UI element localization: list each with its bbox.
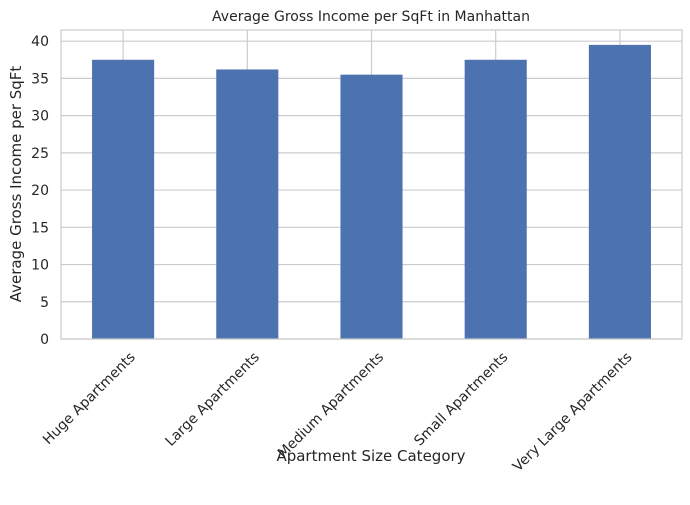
plot-frame bbox=[60, 29, 683, 340]
y-tick-label: 40 bbox=[31, 34, 49, 50]
x-tick-label: Small Apartments bbox=[411, 349, 511, 449]
bar-small-apartments bbox=[464, 59, 527, 339]
chart-title: Average Gross Income per SqFt in Manhatt… bbox=[212, 9, 530, 25]
y-tick-label: 5 bbox=[40, 295, 49, 311]
y-tick-label: 0 bbox=[40, 332, 49, 348]
y-tick-label: 30 bbox=[31, 109, 49, 125]
bar-very-large-apartments bbox=[588, 44, 651, 339]
y-tick-labels: 0 5 10 15 20 25 30 35 40 bbox=[31, 34, 49, 348]
y-tick-label: 10 bbox=[31, 258, 49, 274]
x-tick-label: Very Large Apartments bbox=[510, 349, 636, 475]
bars bbox=[92, 44, 651, 340]
x-tick-label: Medium Apartments bbox=[275, 349, 387, 461]
x-tick-label: Huge Apartments bbox=[40, 349, 139, 448]
y-tick-label: 35 bbox=[31, 71, 49, 87]
y-tick-label: 25 bbox=[31, 146, 49, 162]
y-axis-title: Average Gross Income per SqFt bbox=[7, 66, 25, 303]
y-tick-label: 15 bbox=[31, 220, 49, 236]
x-axis-title: Apartment Size Category bbox=[276, 447, 465, 465]
bar-large-apartments bbox=[216, 69, 279, 340]
y-tick-label: 20 bbox=[31, 183, 49, 199]
x-tick-label: Large Apartments bbox=[162, 349, 262, 449]
bar-medium-apartments bbox=[340, 74, 403, 340]
bar-huge-apartments bbox=[92, 59, 155, 339]
